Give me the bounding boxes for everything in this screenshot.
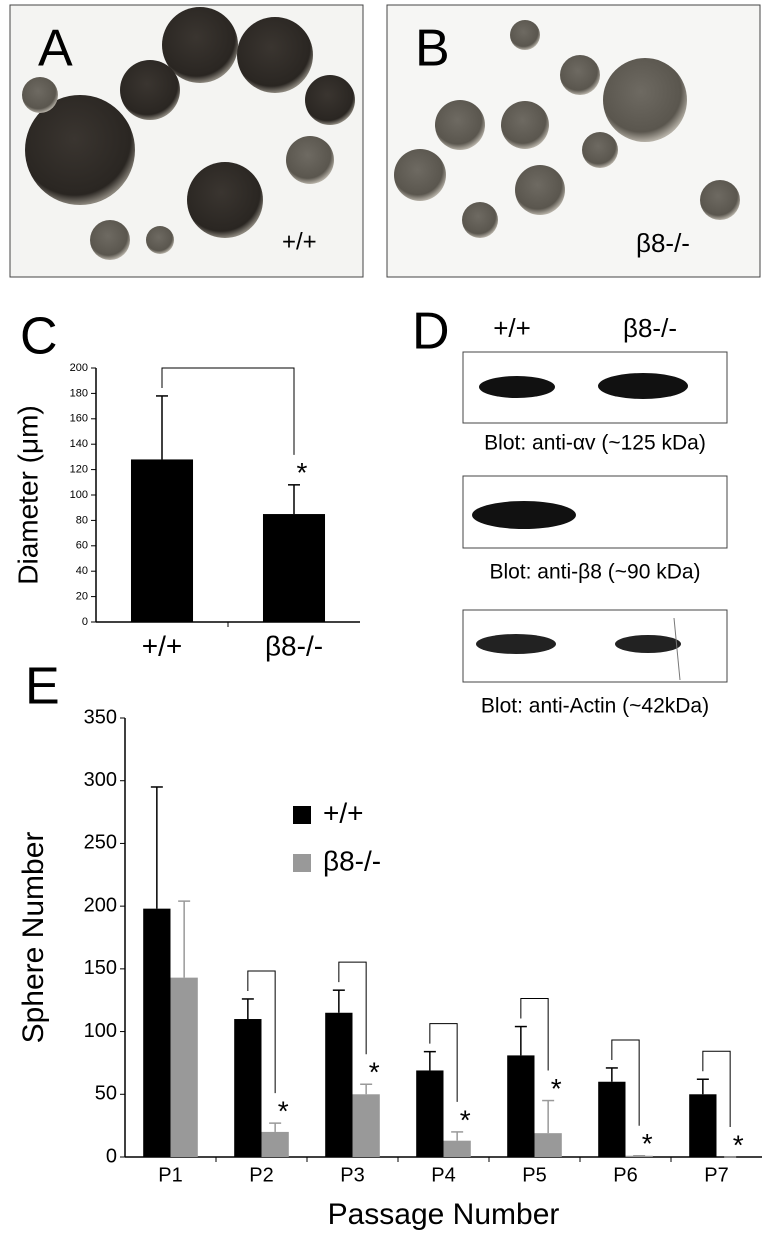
x-tick-label: P3 [340,1164,364,1186]
y-tick-label: 120 [70,464,88,476]
legend-label: β8-/- [323,845,381,876]
y-tick-label: 0 [106,1145,117,1167]
x-tick-label: P1 [158,1164,182,1186]
y-tick-label: 50 [95,1083,117,1105]
bar [507,1055,535,1157]
x-axis-label: Passage Number [328,1198,560,1231]
western-blots: D +/+ β8-/- Blot: anti-αv (~125 kDa) Blo… [412,303,728,718]
y-tick-label: 140 [70,438,88,450]
bar [234,1019,262,1157]
significance-star: * [369,1057,380,1088]
significance-star: * [551,1073,562,1104]
legend-label: +/+ [323,797,363,828]
lane-label: β8-/- [623,313,677,343]
y-tick-label: 100 [84,1020,117,1042]
significance-bracket [520,998,549,1071]
significance-bracket [247,970,276,1094]
genotype-label: β8-/- [636,228,690,258]
significance-bracket [702,1050,731,1127]
legend-swatch [293,806,311,824]
significance-bracket [611,1039,640,1126]
significance-bracket [161,367,295,455]
significance-star: * [733,1129,744,1160]
y-tick-label: 160 [70,413,88,425]
blot-caption: Blot: anti-αv (~125 kDa) [484,432,706,455]
micrograph-a: A +/+ [9,4,364,278]
x-tick-label: P5 [522,1164,546,1186]
y-tick-label: 0 [82,616,88,628]
lane-label: +/+ [493,313,531,343]
bar [352,1094,380,1157]
y-tick-label: 150 [84,957,117,979]
significance-star: * [642,1128,653,1159]
bar [416,1070,444,1157]
bar [534,1133,562,1157]
x-tick-label: +/+ [142,630,182,661]
bar [443,1140,471,1157]
y-tick-label: 300 [84,769,117,791]
y-tick-label: 20 [76,591,88,603]
y-tick-label: 180 [70,387,88,399]
x-tick-label: P7 [704,1164,728,1186]
y-tick-label: 250 [84,832,117,854]
significance-bracket [338,961,367,1055]
bar [325,1012,353,1157]
bar [598,1081,626,1157]
panel-label: B [415,20,450,78]
y-tick-label: 40 [76,565,88,577]
significance-star: * [278,1096,289,1127]
bar [170,977,198,1157]
blot-caption: Blot: anti-β8 (~90 kDa) [489,561,700,584]
significance-star: * [297,457,308,488]
x-tick-label: P4 [431,1164,455,1186]
x-tick-label: β8-/- [265,630,323,661]
genotype-label: +/+ [282,228,317,255]
panel-label: D [412,303,450,361]
y-tick-label: 60 [76,540,88,552]
panel-label: A [38,20,73,78]
panel-label: E [25,658,60,716]
y-axis-label: Diameter (μm) [12,405,43,584]
bar [261,1131,289,1157]
significance-bracket [429,1023,458,1102]
y-tick-label: 350 [84,706,117,728]
micrograph-b: B β8-/- [386,4,761,278]
bar [143,908,171,1157]
x-tick-label: P6 [613,1164,637,1186]
bar [262,514,326,622]
legend-swatch [293,854,311,872]
bar [689,1094,717,1157]
y-tick-label: 200 [70,362,88,374]
y-tick-label: 200 [84,894,117,916]
y-axis-label: Sphere Number [17,832,50,1044]
x-tick-label: P2 [249,1164,273,1186]
y-tick-label: 100 [70,489,88,501]
blot-caption: Blot: anti-Actin (~42kDa) [481,695,709,718]
significance-star: * [460,1104,471,1135]
y-tick-label: 80 [76,514,88,526]
bar [130,459,194,622]
panel-label: C [20,308,58,366]
